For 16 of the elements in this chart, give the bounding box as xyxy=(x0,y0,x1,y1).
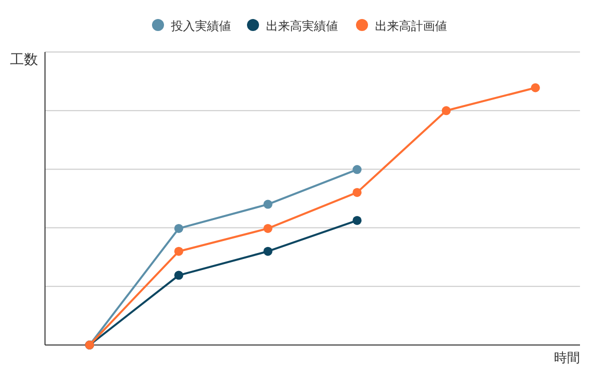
point xyxy=(174,246,184,256)
point xyxy=(174,270,184,280)
point xyxy=(352,165,362,174)
point xyxy=(174,224,184,233)
point xyxy=(352,188,362,197)
legend-label: 投入実績値 xyxy=(170,19,231,33)
point xyxy=(442,106,451,116)
point xyxy=(352,216,362,225)
x-axis-title: 時間 xyxy=(554,351,580,366)
point xyxy=(263,246,272,256)
point xyxy=(530,83,540,92)
point xyxy=(263,200,272,209)
legend-label: 出来高実績値 xyxy=(266,19,338,33)
point xyxy=(263,224,272,233)
y-axis-title: 工数 xyxy=(10,52,38,68)
legend-label: 出来高計画値 xyxy=(375,19,447,33)
